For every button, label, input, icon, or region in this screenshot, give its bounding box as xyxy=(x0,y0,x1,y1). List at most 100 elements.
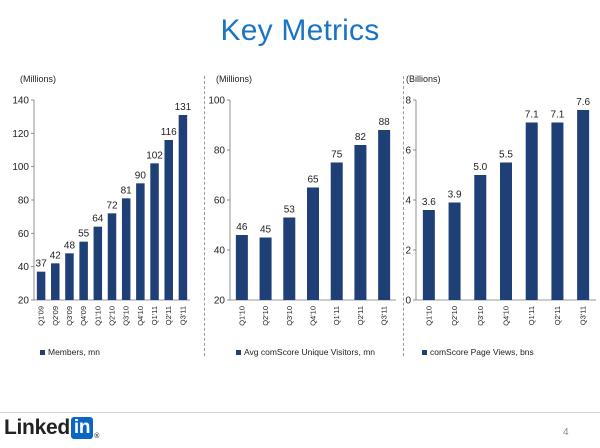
legend-label: comScore Page Views, bns xyxy=(430,347,534,357)
x-tick-label: Q3'11 xyxy=(579,306,588,325)
x-tick-label: Q1'11 xyxy=(332,306,341,325)
data-label: 82 xyxy=(355,132,367,143)
legend-label: Avg comScore Unique Visitors, mn xyxy=(244,347,375,357)
bar xyxy=(36,271,46,300)
data-label: 7.1 xyxy=(550,110,564,121)
x-tick-label: Q4'10 xyxy=(136,306,145,326)
data-label: 3.6 xyxy=(422,197,436,208)
y-tick-label: 40 xyxy=(18,262,30,273)
bar xyxy=(136,183,145,300)
legend-swatch xyxy=(40,350,45,355)
logo-in-box: in xyxy=(70,417,94,439)
data-label: 131 xyxy=(175,102,192,113)
bar xyxy=(354,145,367,300)
data-label: 45 xyxy=(260,225,272,236)
data-label: 48 xyxy=(64,240,76,251)
bar xyxy=(378,130,391,300)
y-tick-label: 40 xyxy=(214,246,226,257)
bar xyxy=(448,202,461,300)
x-tick-label: Q3'10 xyxy=(285,306,294,326)
bar xyxy=(577,110,590,300)
x-tick-label: Q1'10 xyxy=(237,306,246,326)
unit-label: (Billions) xyxy=(406,74,441,84)
slide-title: Key Metrics xyxy=(220,14,380,47)
data-label: 42 xyxy=(50,250,62,261)
legend-label: Members, mn xyxy=(48,347,100,357)
y-tick-label: 6 xyxy=(405,146,411,157)
y-tick-label: 8 xyxy=(405,96,411,107)
bar xyxy=(422,210,435,300)
x-tick-label: Q1'10 xyxy=(424,306,433,326)
logo-registered-mark: ® xyxy=(94,433,100,440)
x-tick-label: Q2'10 xyxy=(108,306,117,326)
data-label: 65 xyxy=(307,175,319,186)
x-tick-label: Q4'10 xyxy=(502,306,511,326)
bar xyxy=(551,122,564,300)
bar xyxy=(330,162,343,300)
bar xyxy=(51,263,60,300)
x-tick-label: Q3'11 xyxy=(178,306,187,325)
linkedin-logo: Linked in ® xyxy=(4,416,99,440)
x-tick-label: Q3'10 xyxy=(122,306,131,326)
x-tick-label: Q4'10 xyxy=(309,306,318,326)
y-tick-label: 4 xyxy=(405,196,411,207)
data-label: 5.5 xyxy=(499,150,513,161)
bar xyxy=(474,175,487,300)
x-tick-label: Q1'11 xyxy=(150,306,159,325)
data-label: 46 xyxy=(236,222,248,233)
logo-text: Linked xyxy=(4,416,70,439)
bar xyxy=(65,253,74,300)
bar xyxy=(259,237,272,300)
y-tick-label: 100 xyxy=(208,96,225,107)
x-tick-label: Q3'10 xyxy=(476,306,485,326)
data-label: 90 xyxy=(135,170,147,181)
data-label: 116 xyxy=(161,127,177,138)
x-tick-label: Q2'11 xyxy=(553,306,562,325)
data-label: 75 xyxy=(331,150,343,161)
x-tick-label: Q2'10 xyxy=(450,306,459,326)
bar xyxy=(164,140,173,300)
data-label: 7.6 xyxy=(576,97,590,108)
x-tick-label: Q1'11 xyxy=(527,306,536,325)
bar xyxy=(178,115,188,300)
legend-swatch xyxy=(236,350,241,355)
unit-label: (Millions) xyxy=(20,74,56,84)
bar xyxy=(307,187,319,300)
members-chart: (Millions) 20 40 60 80 100 120 140 37 Q1'09 42 Q2'0… xyxy=(12,74,192,357)
chart-divider-1 xyxy=(204,76,205,356)
bar xyxy=(79,241,88,300)
data-label: 72 xyxy=(106,200,118,211)
y-tick-label: 80 xyxy=(214,146,226,157)
bar xyxy=(235,235,248,300)
x-tick-label: Q2'10 xyxy=(261,306,270,326)
bar xyxy=(525,122,538,300)
data-label: 3.9 xyxy=(448,190,462,201)
unique-visitors-chart: (Millions) 20 40 60 80 100 46 Q1'10 45 Q2'10 53 Q3'… xyxy=(208,74,396,357)
x-tick-label: Q1'10 xyxy=(93,306,102,326)
y-tick-label: 120 xyxy=(12,129,29,140)
data-label: 5.0 xyxy=(473,162,487,173)
unit-label: (Millions) xyxy=(216,74,252,84)
data-label: 64 xyxy=(92,214,104,225)
y-tick-label: 60 xyxy=(18,229,30,240)
legend-swatch xyxy=(422,350,427,355)
bar xyxy=(107,213,117,300)
y-tick-label: 60 xyxy=(214,196,226,207)
bar xyxy=(150,163,159,300)
x-tick-label: Q2'09 xyxy=(51,306,60,326)
data-label: 88 xyxy=(379,117,391,128)
data-label: 53 xyxy=(284,205,296,216)
data-label: 102 xyxy=(146,150,163,161)
y-tick-label: 20 xyxy=(18,296,30,307)
x-tick-label: Q4'09 xyxy=(79,306,88,326)
chart-divider-2 xyxy=(403,76,404,356)
data-label: 7.1 xyxy=(525,110,539,121)
data-label: 37 xyxy=(36,259,48,270)
x-tick-label: Q2'11 xyxy=(356,306,365,325)
y-tick-label: 20 xyxy=(214,296,226,307)
y-tick-label: 2 xyxy=(405,246,411,257)
page-views-chart: (Billions) 0 2 4 6 8 3.6 Q1'10 3.9 Q2'10 5.0 Q3'10 5… xyxy=(405,74,596,357)
x-tick-label: Q3'09 xyxy=(65,306,74,326)
y-tick-label: 140 xyxy=(12,96,29,107)
y-tick-label: 80 xyxy=(18,196,30,207)
